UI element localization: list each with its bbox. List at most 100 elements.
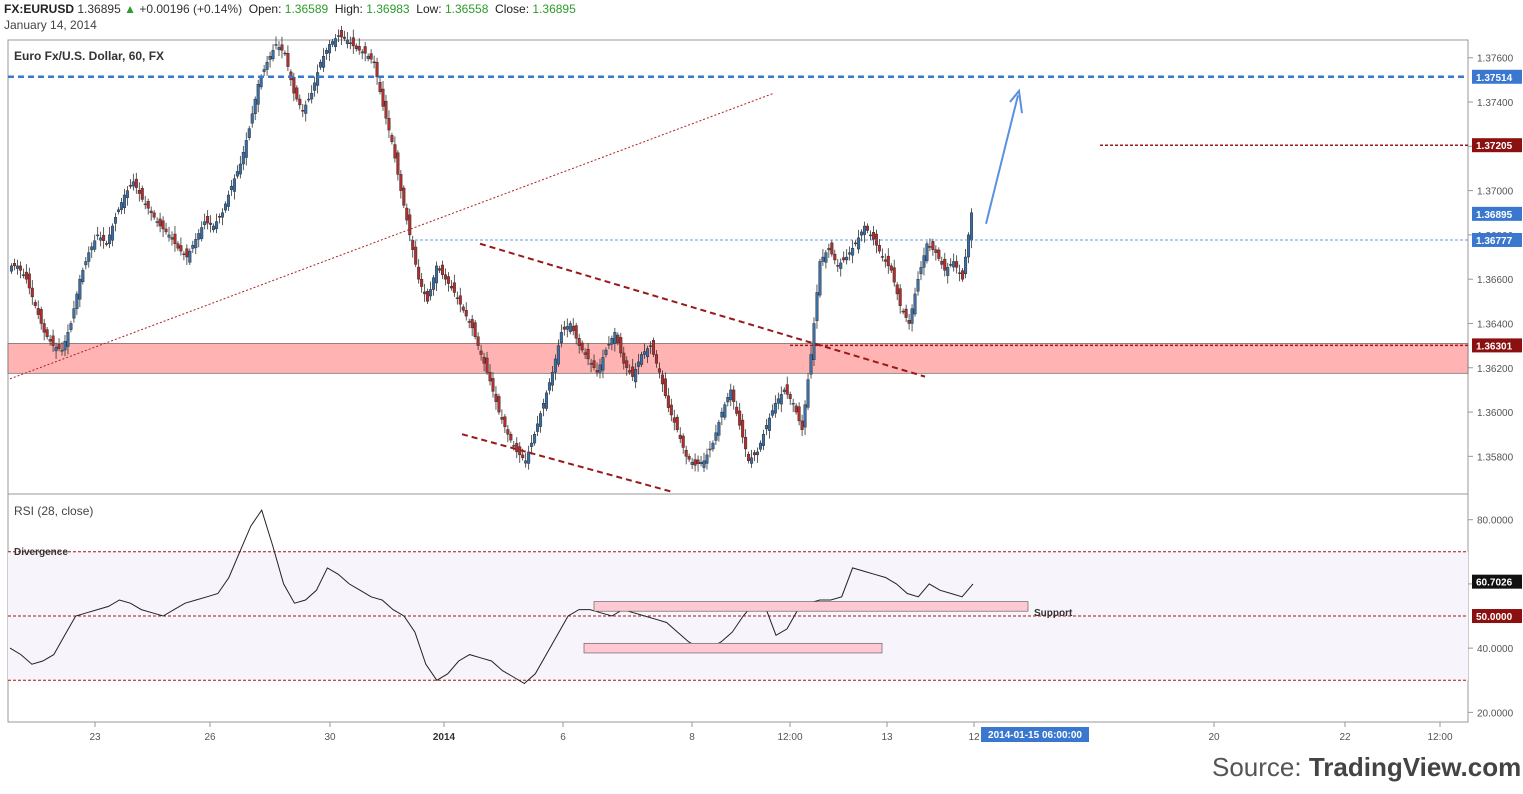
rsi-label-badge	[1472, 574, 1522, 589]
candle-down	[506, 429, 510, 435]
candle-down	[470, 319, 474, 329]
candle-up	[839, 262, 843, 269]
rsi-support-box-upper	[593, 601, 1029, 612]
time-tick-label: 12	[968, 732, 980, 743]
candle-up	[167, 234, 171, 238]
candle-up	[750, 457, 754, 464]
candle-down	[479, 350, 483, 355]
candle-up	[711, 442, 715, 450]
candle-down	[907, 320, 911, 324]
candle-down	[934, 249, 938, 253]
candle-up	[604, 349, 608, 355]
candle-up	[770, 410, 774, 416]
candle-down	[654, 354, 658, 364]
candle-up	[131, 181, 135, 187]
candle-down	[892, 267, 896, 283]
candle-down	[657, 368, 661, 373]
candle-up	[589, 363, 593, 365]
candle-down	[161, 220, 165, 230]
candle-down	[675, 416, 679, 430]
channel-bottom-line	[461, 433, 673, 493]
candle-up	[229, 185, 233, 190]
candle-down	[488, 371, 492, 382]
candle-down	[928, 246, 932, 248]
candle-down	[937, 249, 941, 259]
candle-down	[753, 452, 757, 456]
change-arrow-icon: ▲	[124, 2, 136, 16]
candle-up	[634, 369, 638, 383]
candle-up	[643, 351, 647, 355]
candle-up	[970, 212, 974, 241]
candle-up	[714, 432, 718, 441]
candle-up	[640, 354, 644, 365]
rsi-tick-label: 20.0000	[1477, 708, 1514, 719]
candle-up	[304, 104, 308, 114]
candle-down	[351, 37, 355, 47]
candle-up	[758, 442, 762, 450]
candle-up	[818, 261, 822, 296]
open-label: Open:	[248, 2, 282, 16]
candle-down	[437, 268, 441, 271]
price-label-text: 1.37205	[1476, 141, 1513, 152]
candle-up	[803, 404, 807, 428]
candle-up	[215, 221, 219, 229]
candle-down	[354, 45, 358, 50]
candle-down	[889, 265, 893, 271]
candle-up	[922, 255, 926, 268]
candle-up	[539, 413, 543, 427]
low-value: 1.36558	[444, 2, 489, 16]
time-tick-label: 22	[1339, 732, 1351, 743]
candle-down	[218, 216, 222, 218]
candle-up	[221, 212, 225, 218]
candle-up	[274, 44, 278, 46]
candle-down	[732, 389, 736, 402]
candle-down	[27, 273, 31, 289]
candle-up	[565, 326, 569, 330]
price-label-text: 1.36895	[1476, 210, 1513, 221]
candle-up	[90, 246, 94, 251]
candle-up	[108, 234, 112, 244]
time-tick-label: 2014	[433, 732, 456, 743]
candle-down	[105, 243, 109, 245]
candle-down	[158, 218, 162, 227]
candles	[9, 25, 974, 473]
candle-up	[75, 293, 79, 309]
candle-up	[432, 277, 436, 290]
candle-down	[586, 348, 590, 360]
candle-down	[173, 233, 177, 244]
candle-up	[333, 38, 337, 47]
candle-down	[128, 185, 132, 187]
candle-up	[345, 39, 349, 45]
candle-up	[322, 56, 326, 68]
candle-up	[226, 194, 230, 207]
candle-up	[119, 202, 123, 210]
candle-up	[527, 451, 531, 464]
candle-down	[592, 360, 596, 368]
candle-down	[381, 88, 385, 107]
candle-down	[461, 306, 465, 311]
candle-down	[384, 100, 388, 119]
price-pane-title: Euro Fx/U.S. Dollar, 60, FX	[14, 49, 164, 63]
price-tick-label: 1.36200	[1477, 364, 1514, 375]
candle-down	[491, 378, 495, 392]
candle-down	[886, 255, 890, 267]
candle-up	[598, 364, 602, 373]
candle-down	[788, 394, 792, 399]
candle-up	[429, 289, 433, 297]
price-tick-label: 1.37400	[1477, 98, 1514, 109]
candle-up	[860, 231, 864, 236]
candle-up	[773, 403, 777, 414]
candle-up	[607, 343, 611, 346]
candle-up	[336, 35, 340, 37]
price-pane-frame	[7, 39, 1469, 495]
candle-up	[916, 278, 920, 292]
candle-down	[458, 295, 462, 305]
candle-down	[625, 360, 629, 368]
candle-up	[553, 358, 557, 373]
candle-down	[583, 352, 587, 355]
projection-arrow-head	[1009, 88, 1023, 114]
candle-down	[426, 291, 430, 302]
candle-up	[435, 265, 439, 284]
candle-up	[536, 423, 540, 432]
